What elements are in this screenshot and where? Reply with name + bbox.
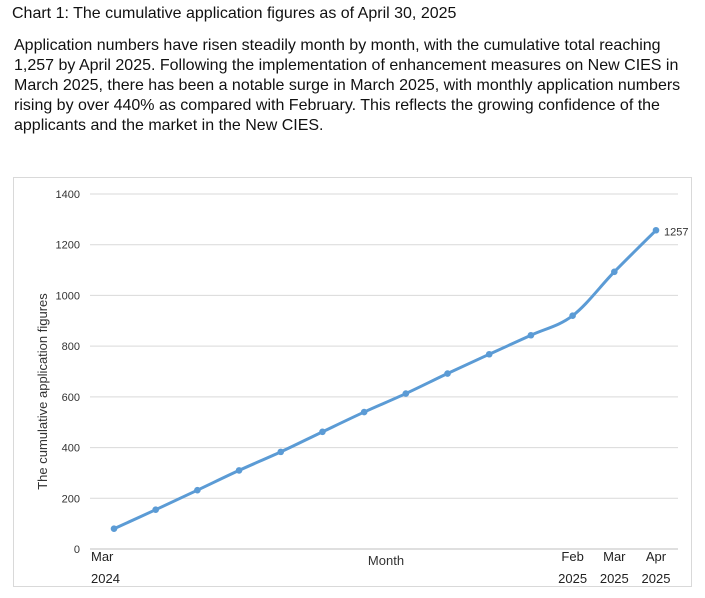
y-tick-label: 800 xyxy=(62,341,80,353)
data-point xyxy=(485,350,493,358)
y-tick-label: 1000 xyxy=(56,290,80,302)
data-point xyxy=(277,448,285,456)
x-tick-label: Apr xyxy=(646,549,667,564)
data-label: 1257 xyxy=(664,226,688,238)
data-point xyxy=(652,226,660,234)
x-tick-label: 2025 xyxy=(600,571,629,586)
chart-heading: Chart 1: The cumulative application figu… xyxy=(12,5,457,22)
data-point xyxy=(110,525,118,533)
y-tick-label: 1200 xyxy=(56,240,80,252)
data-point xyxy=(611,268,618,276)
data-point xyxy=(235,467,243,474)
y-tick-label: 1400 xyxy=(56,189,80,201)
x-axis-title: Month xyxy=(368,553,404,568)
chart-description: Application numbers have risen steadily … xyxy=(14,37,681,134)
x-tick-label: Mar xyxy=(603,549,626,564)
y-tick-label: 600 xyxy=(62,392,80,404)
data-point xyxy=(527,331,535,339)
series-line xyxy=(112,228,658,531)
data-point xyxy=(402,390,410,397)
x-tick-label: 2025 xyxy=(642,571,671,586)
data-point xyxy=(194,486,201,494)
y-tick-label: 400 xyxy=(62,443,80,455)
chart-frame: 0 200 400 600 800 1000 1200 1400 1257 Mar 2024 Feb 2… xyxy=(13,177,692,587)
data-point xyxy=(360,408,368,416)
y-tick-label: 200 xyxy=(62,493,80,505)
y-axis-title: The cumulative application figures xyxy=(35,293,50,490)
y-tick-label: 0 xyxy=(74,544,80,556)
data-point xyxy=(319,428,326,436)
x-tick-label: Mar xyxy=(91,549,114,564)
line-chart: 0 200 400 600 800 1000 1200 1400 1257 Mar 2024 Feb 2… xyxy=(35,189,688,586)
data-point xyxy=(152,506,159,513)
data-point xyxy=(569,312,576,320)
x-tick-label: Feb xyxy=(561,549,583,564)
data-point xyxy=(444,370,451,377)
x-tick-label: 2025 xyxy=(558,571,587,586)
x-tick-label: 2024 xyxy=(91,571,120,586)
